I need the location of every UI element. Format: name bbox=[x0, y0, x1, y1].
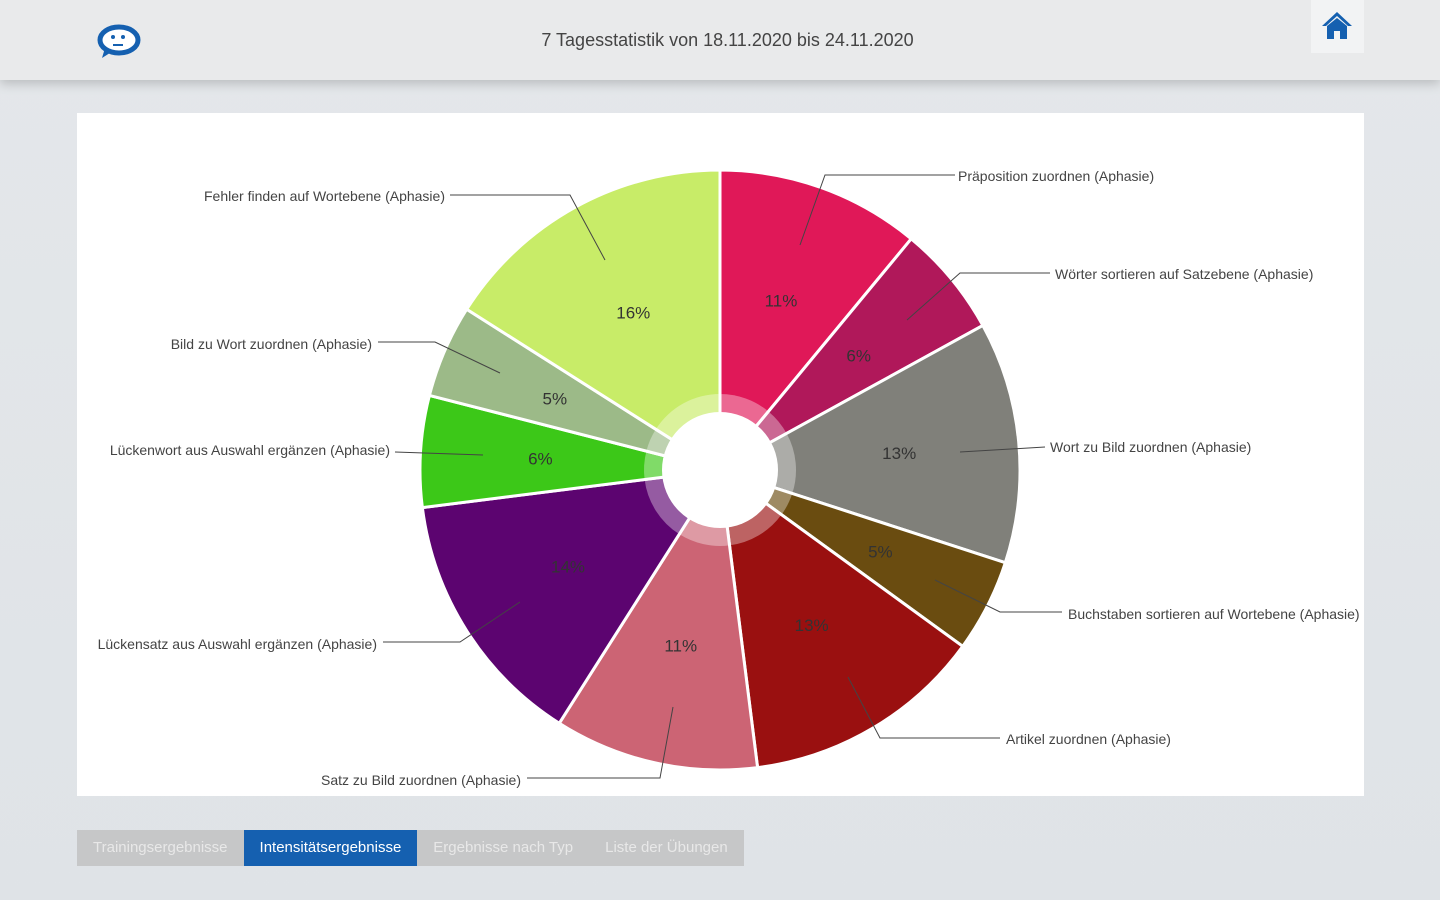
pie-slice[interactable] bbox=[718, 466, 965, 770]
leader-line bbox=[378, 341, 501, 374]
slice-percent-label: 5% bbox=[868, 543, 893, 562]
page-title: 7 Tagesstatistik von 18.11.2020 bis 24.1… bbox=[541, 30, 914, 50]
leader-line bbox=[383, 601, 521, 643]
home-button[interactable] bbox=[1311, 0, 1364, 53]
tab-trainingsergebnisse[interactable]: Trainingsergebnisse bbox=[93, 839, 228, 856]
leader-line bbox=[847, 676, 1000, 739]
slice-percent-label: 6% bbox=[846, 346, 871, 365]
home-icon bbox=[1322, 12, 1352, 39]
leader-line bbox=[906, 272, 1050, 321]
leader-line bbox=[959, 446, 1046, 453]
slice-percent-label: 16% bbox=[616, 303, 650, 322]
slice-percent-label: 14% bbox=[551, 557, 585, 576]
header-bar: 7 Tagesstatistik von 18.11.2020 bis 24.1… bbox=[0, 0, 1440, 80]
pie-chart-svg: 11% Präposition zuordnen (Aphasie) 6% Wörte… bbox=[98, 168, 1360, 788]
pie-slice[interactable] bbox=[464, 168, 722, 473]
slice-percent-label: 13% bbox=[795, 616, 829, 635]
tab-intensitaetsergebnisse[interactable]: Intensitätsergebnisse bbox=[243, 830, 418, 866]
pie-chart: 11% Präposition zuordnen (Aphasie) 6% Wörte… bbox=[77, 113, 1364, 796]
pie-slice[interactable] bbox=[716, 323, 1022, 565]
leader-line bbox=[394, 451, 484, 456]
pie-slice[interactable] bbox=[557, 465, 760, 772]
donut-hole bbox=[662, 412, 778, 528]
slice-category-label: Satz zu Bild zuordnen (Aphasie) bbox=[321, 772, 521, 788]
leader-line bbox=[450, 194, 606, 261]
slice-category-label: Lückenwort aus Auswahl ergänzen (Aphasie… bbox=[110, 442, 390, 458]
leader-line bbox=[934, 579, 1062, 613]
slice-category-label: Fehler finden auf Wortebene (Aphasie) bbox=[204, 188, 445, 204]
slice-category-label: Buchstaben sortieren auf Wortebene (Apha… bbox=[1068, 606, 1360, 622]
leader-line bbox=[799, 174, 955, 246]
slice-percent-label: 5% bbox=[543, 390, 568, 409]
pie-slice[interactable] bbox=[718, 168, 914, 475]
tab-liste-der-uebungen[interactable]: Liste der Übungen bbox=[605, 839, 728, 856]
slice-percent-label: 11% bbox=[765, 292, 798, 311]
pie-slice[interactable] bbox=[420, 468, 723, 726]
slice-percent-label: 13% bbox=[882, 444, 916, 463]
leader-line bbox=[527, 706, 674, 779]
slice-category-label: Bild zu Wort zuordnen (Aphasie) bbox=[171, 336, 372, 352]
slice-category-label: Artikel zuordnen (Aphasie) bbox=[1006, 731, 1171, 747]
chat-bubble-face-icon[interactable] bbox=[97, 24, 141, 60]
slice-category-label: Präposition zuordnen (Aphasie) bbox=[958, 168, 1154, 184]
tab-bar: Trainingsergebnisse Intensitätsergebniss… bbox=[77, 830, 744, 866]
slice-percent-label: 6% bbox=[528, 450, 553, 469]
slice-category-label: Wörter sortieren auf Satzebene (Aphasie) bbox=[1055, 266, 1313, 282]
slice-percent-label: 11% bbox=[664, 637, 697, 656]
tab-ergebnisse-nach-typ[interactable]: Ergebnisse nach Typ bbox=[433, 839, 574, 856]
slice-category-label: Wort zu Bild zuordnen (Aphasie) bbox=[1050, 439, 1251, 455]
slice-category-label: Lückensatz aus Auswahl ergänzen (Aphasie… bbox=[98, 636, 377, 652]
